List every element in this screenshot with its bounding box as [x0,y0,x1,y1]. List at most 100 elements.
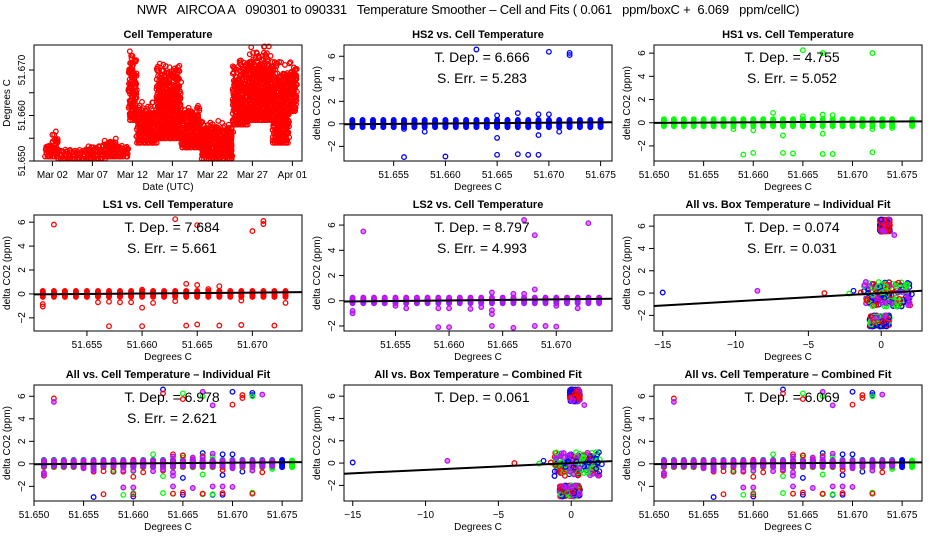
data-point [52,128,59,135]
data-point [195,113,201,120]
data-point [488,323,495,329]
y-axis-label: Degrees C [2,79,13,127]
y-tick-label: 4 [327,247,338,253]
data-point [905,302,912,309]
x-axis-label: Degrees C [144,352,192,363]
fit-annotation: S. Err. = 5.283 [437,70,527,86]
data-point [260,221,267,227]
data-point [869,149,876,156]
y-tick-label: 2 [327,98,338,104]
x-tick-label: 51.665 [482,170,513,181]
x-tick-label: 51.660 [127,340,158,351]
data-point [478,304,485,310]
x-tick-label: 51.660 [430,170,461,181]
data-point [780,132,786,139]
y-tick-label: 0 [327,298,338,304]
fit-annotation: S. Err. = 5.052 [747,70,837,86]
data-point [551,473,558,479]
data-point [132,87,139,94]
fit-annotation: T. Dep. = 7.684 [124,219,220,235]
y-tick-label: 2 [327,272,338,278]
y-tick-label: 4 [327,76,338,82]
data-point [891,232,898,239]
y-axis-label: delta CO2 (ppm) [622,236,633,310]
data-point [349,294,356,301]
data-point [754,287,761,294]
y-tick-label: 6 [327,393,338,399]
x-tick-label: Mar 17 [157,170,189,181]
data-point [569,397,576,404]
y-tick-label: 51.650 [17,145,28,176]
data-point [403,305,410,312]
data-point [424,294,431,301]
data-point [553,323,560,330]
x-tick-label: −15 [654,340,671,351]
data-point [572,482,579,489]
data-point [132,58,139,65]
data-point [139,304,146,311]
data-point [861,282,868,289]
data-point [403,294,410,301]
data-point [194,321,201,328]
data-point [879,227,886,234]
data-point [545,111,552,118]
panel-title: LS1 vs. Cell Temperature [103,199,234,211]
data-point [196,107,203,114]
y-tick-label: −2 [637,140,648,152]
x-tick-label: 51.675 [585,170,616,181]
data-point [879,299,886,306]
x-tick-label: −15 [344,510,361,521]
data-point [659,289,666,296]
data-point [574,305,581,312]
x-tick-label: −10 [417,510,434,521]
y-tick-label: 2 [637,268,648,274]
figure-title: NWR AIRCOA A 090301 to 090331 Temperatur… [136,2,800,17]
data-point [557,453,564,460]
data-point [54,136,61,143]
data-point [106,323,112,330]
x-tick-label: 51.660 [434,340,465,351]
data-point [576,465,583,472]
y-tick-label: 4 [637,73,648,79]
y-tick-label: 6 [327,222,338,228]
y-tick-label: −2 [327,320,338,332]
data-point [188,108,195,115]
data-point [132,90,139,97]
data-point [535,151,542,158]
data-point [435,305,442,312]
data-point [176,68,183,75]
data-point [521,290,528,297]
data-point [531,323,538,329]
data-point [392,302,399,309]
panel-title: Cell Temperature [123,29,212,41]
data-point [467,305,474,312]
data-point [446,294,453,301]
panel-all-vs-box-combined: All vs. Box Temperature – Combined FitDe… [312,369,613,533]
data-point [133,70,140,77]
fit-annotation: T. Dep. = 0.074 [744,219,840,235]
x-tick-label: Mar 12 [117,170,149,181]
data-point [166,64,173,71]
data-point [488,307,495,314]
y-tick-label: −2 [327,140,338,152]
y-tick-label: 0 [327,121,338,127]
x-tick-label: 51.665 [788,170,819,181]
x-tick-label: 51.650 [639,170,670,181]
data-point [567,468,574,475]
data-point [238,322,245,328]
x-tick-label: 51.655 [380,340,411,351]
panel-all-vs-cell-individual: All vs. Cell Temperature – Individual Fi… [2,369,303,533]
data-point [229,451,236,458]
data-point [873,314,880,321]
data-point [50,221,57,228]
x-tick-label: 51.665 [487,340,518,351]
data-point [770,109,777,116]
data-point [510,324,517,331]
data-point [821,290,828,297]
data-point [392,294,399,301]
data-point [196,105,203,112]
data-point [401,154,407,161]
